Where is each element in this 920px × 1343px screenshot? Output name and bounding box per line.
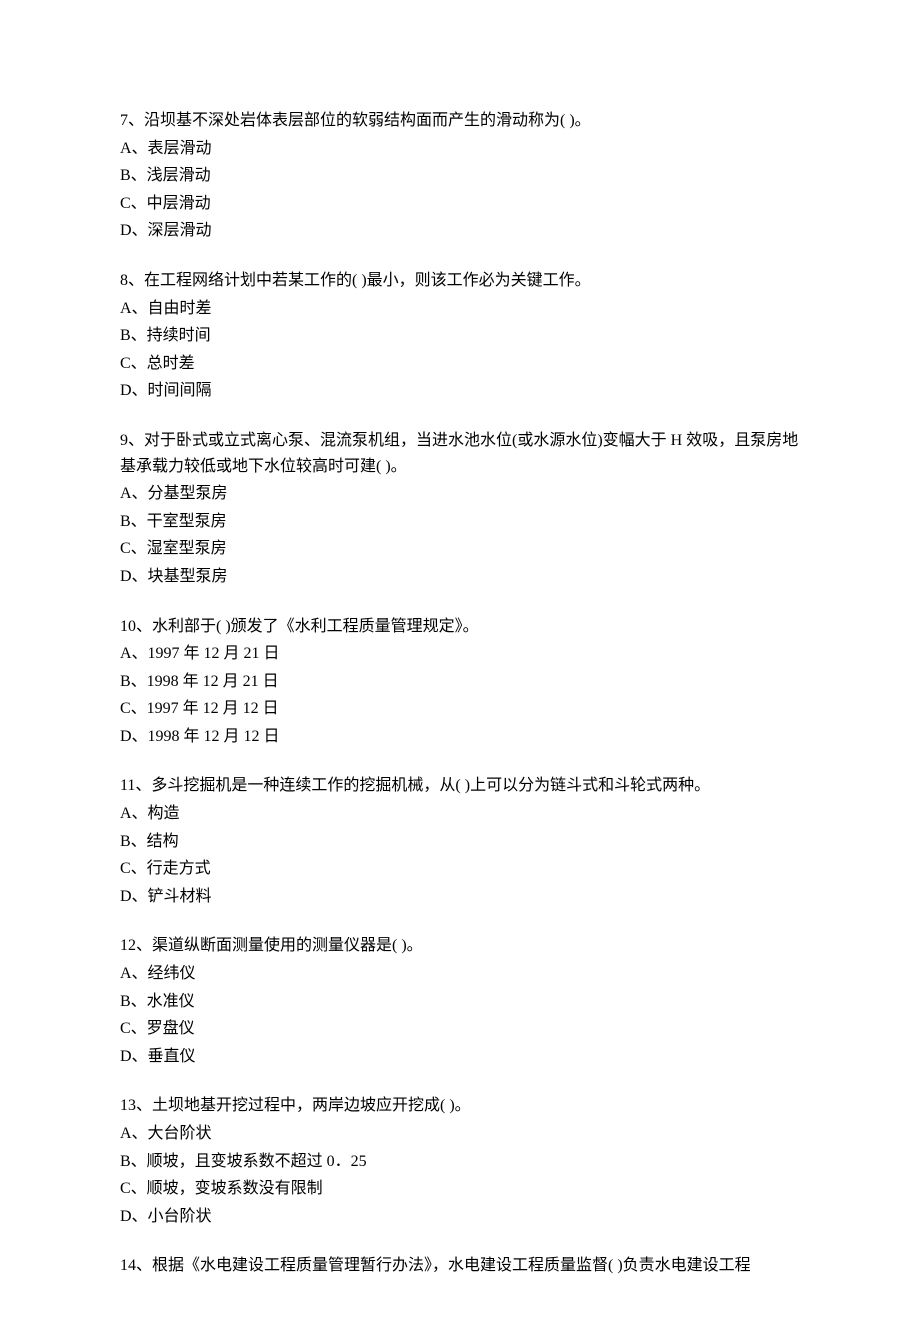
question-text: 14、根据《水电建设工程质量管理暂行办法》，水电建设工程质量监督( )负责水电建… [120, 1253, 800, 1279]
option-a: A、分基型泵房 [120, 481, 800, 507]
option-d: D、小台阶状 [120, 1204, 800, 1230]
option-b: B、结构 [120, 829, 800, 855]
option-d: D、1998 年 12 月 12 日 [120, 724, 800, 750]
option-a: A、大台阶状 [120, 1121, 800, 1147]
question-text: 11、多斗挖掘机是一种连续工作的挖掘机械，从( )上可以分为链斗式和斗轮式两种。 [120, 773, 800, 799]
question-9: 9、对于卧式或立式离心泵、混流泵机组，当进水池水位(或水源水位)变幅大于 H 效… [120, 428, 800, 590]
option-d: D、时间间隔 [120, 378, 800, 404]
option-d: D、铲斗材料 [120, 884, 800, 910]
question-12: 12、渠道纵断面测量使用的测量仪器是( )。 A、经纬仪 B、水准仪 C、罗盘仪… [120, 933, 800, 1069]
option-a: A、表层滑动 [120, 136, 800, 162]
question-text: 12、渠道纵断面测量使用的测量仪器是( )。 [120, 933, 800, 959]
option-a: A、1997 年 12 月 21 日 [120, 641, 800, 667]
option-c: C、行走方式 [120, 856, 800, 882]
option-a: A、构造 [120, 801, 800, 827]
option-c: C、罗盘仪 [120, 1016, 800, 1042]
option-c: C、湿室型泵房 [120, 536, 800, 562]
question-10: 10、水利部于( )颁发了《水利工程质量管理规定》。 A、1997 年 12 月… [120, 614, 800, 750]
question-text: 9、对于卧式或立式离心泵、混流泵机组，当进水池水位(或水源水位)变幅大于 H 效… [120, 428, 800, 479]
option-b: B、水准仪 [120, 989, 800, 1015]
option-a: A、经纬仪 [120, 961, 800, 987]
option-b: B、干室型泵房 [120, 509, 800, 535]
question-8: 8、在工程网络计划中若某工作的( )最小，则该工作必为关键工作。 A、自由时差 … [120, 268, 800, 404]
option-d: D、垂直仪 [120, 1044, 800, 1070]
option-d: D、深层滑动 [120, 218, 800, 244]
question-14: 14、根据《水电建设工程质量管理暂行办法》，水电建设工程质量监督( )负责水电建… [120, 1253, 800, 1279]
option-c: C、总时差 [120, 351, 800, 377]
option-b: B、1998 年 12 月 21 日 [120, 669, 800, 695]
option-d: D、块基型泵房 [120, 564, 800, 590]
option-a: A、自由时差 [120, 296, 800, 322]
option-b: B、浅层滑动 [120, 163, 800, 189]
question-7: 7、沿坝基不深处岩体表层部位的软弱结构面而产生的滑动称为( )。 A、表层滑动 … [120, 108, 800, 244]
question-11: 11、多斗挖掘机是一种连续工作的挖掘机械，从( )上可以分为链斗式和斗轮式两种。… [120, 773, 800, 909]
option-c: C、顺坡，变坡系数没有限制 [120, 1176, 800, 1202]
option-c: C、1997 年 12 月 12 日 [120, 696, 800, 722]
question-text: 8、在工程网络计划中若某工作的( )最小，则该工作必为关键工作。 [120, 268, 800, 294]
question-text: 10、水利部于( )颁发了《水利工程质量管理规定》。 [120, 614, 800, 640]
option-b: B、顺坡，且变坡系数不超过 0．25 [120, 1149, 800, 1175]
option-b: B、持续时间 [120, 323, 800, 349]
option-c: C、中层滑动 [120, 191, 800, 217]
question-text: 7、沿坝基不深处岩体表层部位的软弱结构面而产生的滑动称为( )。 [120, 108, 800, 134]
question-13: 13、土坝地基开挖过程中，两岸边坡应开挖成( )。 A、大台阶状 B、顺坡，且变… [120, 1093, 800, 1229]
question-text: 13、土坝地基开挖过程中，两岸边坡应开挖成( )。 [120, 1093, 800, 1119]
